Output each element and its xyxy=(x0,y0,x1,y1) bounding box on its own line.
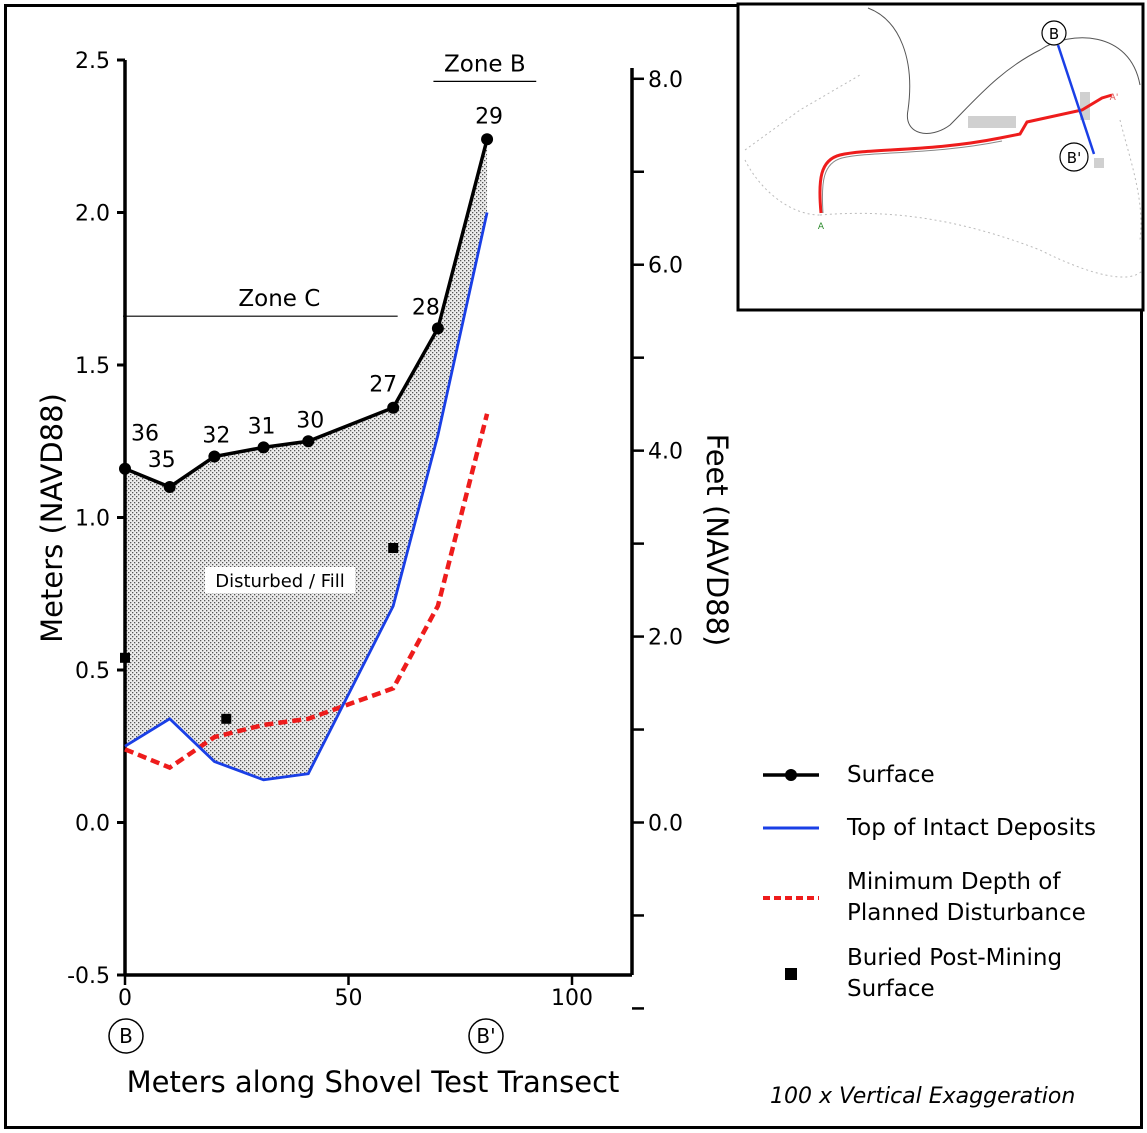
inset-map: B B' A A' xyxy=(736,2,1145,312)
y2-axis-ticks: 0.0 2.0 4.0 6.0 8.0 xyxy=(632,68,683,1010)
x-tick-label: 50 xyxy=(335,986,363,1011)
legend-label-buried: Buried Post-Mining Surface xyxy=(847,945,1063,1002)
legend-label-planned: Minimum Depth of Planned Disturbance xyxy=(847,869,1086,926)
surface-point-label: 35 xyxy=(148,448,176,473)
y-axis-ticks: -0.5 0.0 0.5 1.0 1.5 2.0 2.5 xyxy=(67,49,125,989)
surface-point xyxy=(163,481,176,493)
y-axis-label: Meters (NAVD88) xyxy=(35,393,69,643)
legend-item-surface: Surface xyxy=(755,755,935,795)
inset-label-b: B xyxy=(1049,25,1059,43)
surface-point xyxy=(257,441,270,454)
surface-point xyxy=(302,435,315,448)
inset-blue-transect xyxy=(1056,44,1096,155)
zone-label: Zone B xyxy=(444,51,526,77)
surface-point-label: 27 xyxy=(369,373,397,398)
start-marker-b: B xyxy=(108,1018,144,1054)
inset-outline-top xyxy=(867,7,1141,134)
inset-gray-block-3 xyxy=(1094,158,1104,168)
legend-label-intact: Top of Intact Deposits xyxy=(847,814,1096,841)
zone-annotations: Zone C Zone B xyxy=(123,51,537,317)
surface-point xyxy=(481,133,494,146)
y-tick-label: -0.5 xyxy=(67,964,110,989)
fill-label: Disturbed / Fill xyxy=(215,571,345,592)
disturbed-fill-area xyxy=(125,139,488,780)
series-surface-line xyxy=(124,138,489,489)
figure-frame xyxy=(4,4,1143,1129)
y-tick-label: 1.5 xyxy=(75,354,110,379)
legend-symbol-buried xyxy=(755,954,825,994)
surface-point xyxy=(387,401,400,414)
inset-gray-shadow xyxy=(821,140,1003,214)
y2-tick-label: 0.0 xyxy=(648,812,683,837)
surface-point-label: 30 xyxy=(296,408,324,433)
y-tick-label: 0.0 xyxy=(75,812,110,837)
y2-tick-label: 6.0 xyxy=(648,254,683,279)
y2-axis-label: Feet (NAVD88) xyxy=(700,434,734,647)
inset-label-a: A xyxy=(818,222,825,232)
legend-symbol-surface xyxy=(755,755,825,795)
x-tick-label: 100 xyxy=(551,986,593,1011)
legend-item-planned: Minimum Depth of Planned Disturbance xyxy=(755,867,1086,929)
svg-text:B: B xyxy=(119,1024,133,1048)
legend-item-intact: Top of Intact Deposits xyxy=(755,808,1096,848)
y2-tick-label: 4.0 xyxy=(648,440,683,465)
surface-point-label: 29 xyxy=(475,104,503,129)
inset-gray-block-2 xyxy=(1080,92,1090,120)
end-marker-b-prime: B' xyxy=(468,1018,504,1054)
buried-surface-point xyxy=(120,652,130,663)
series-planned-disturbance-line xyxy=(124,413,490,771)
inset-gray-block xyxy=(968,116,1016,128)
legend-label-surface: Surface xyxy=(847,761,935,788)
y-tick-label: 2.5 xyxy=(75,49,110,74)
inset-label-b-prime: B' xyxy=(1067,149,1081,167)
series-intact-deposits-line xyxy=(124,212,489,782)
surface-point-label: 28 xyxy=(412,295,440,320)
legend-symbol-intact xyxy=(755,808,825,848)
y-tick-label: 1.0 xyxy=(75,507,110,532)
surface-point xyxy=(208,450,221,463)
surface-point xyxy=(119,462,131,475)
fill-label-bg xyxy=(205,567,355,593)
y2-tick-label: 2.0 xyxy=(648,626,683,651)
surface-point-label: 32 xyxy=(202,424,230,449)
surface-point-label: 31 xyxy=(248,414,276,439)
legend-item-buried: Buried Post-Mining Surface xyxy=(755,943,1062,1005)
y2-tick-label: 8.0 xyxy=(648,68,683,93)
buried-surface-point xyxy=(221,713,232,724)
inset-red-transect xyxy=(818,93,1113,214)
svg-text:B': B' xyxy=(476,1024,495,1048)
buried-surface-point xyxy=(388,543,399,553)
surface-point-label: 36 xyxy=(131,422,159,447)
x-axis-label: Meters along Shovel Test Transect xyxy=(127,1065,620,1099)
legend-symbol-planned xyxy=(755,878,825,918)
surface-point xyxy=(431,322,444,335)
x-axis-ticks: 0 50 100 xyxy=(118,975,593,1011)
y-tick-label: 0.5 xyxy=(75,659,110,684)
inset-label-a-prime: A' xyxy=(1110,93,1119,103)
vertical-exaggeration-note: 100 x Vertical Exaggeration xyxy=(770,1084,1076,1109)
y-tick-label: 2.0 xyxy=(75,202,110,227)
inset-outline-left xyxy=(744,159,821,216)
zone-label: Zone C xyxy=(238,286,320,312)
x-tick-label: 0 xyxy=(118,986,132,1011)
